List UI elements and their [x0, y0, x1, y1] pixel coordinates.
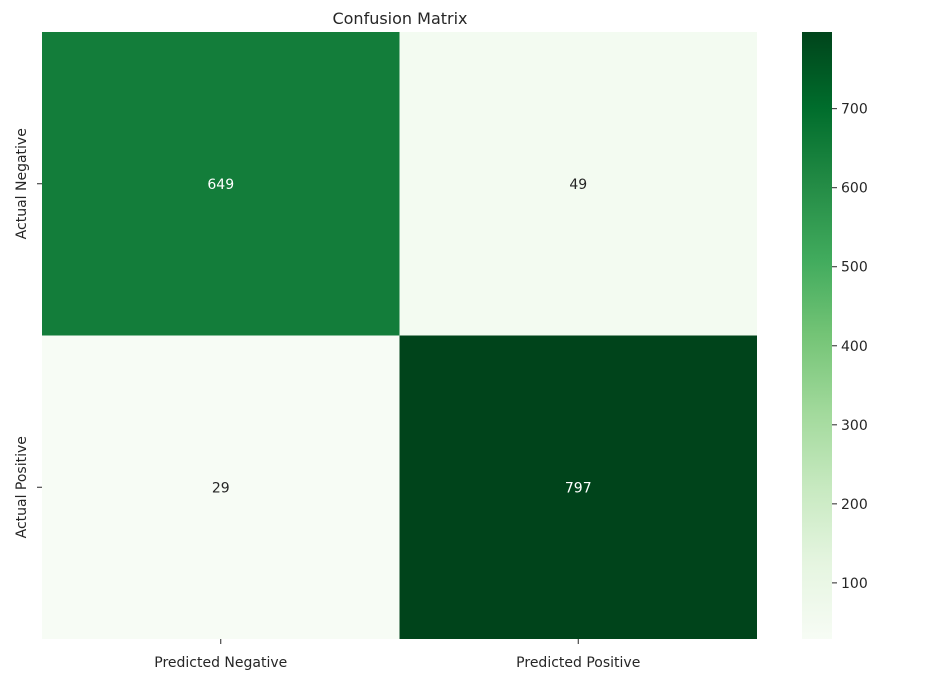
- colorbar-ticks: 100 200 300 400 500 600 700: [832, 102, 868, 592]
- colorbar-tick-label: 400: [841, 339, 868, 355]
- heatmap-cell: [42, 335, 400, 639]
- y-tick-label: Actual Negative: [14, 128, 30, 239]
- x-axis: Predicted Negative Predicted Positive: [154, 639, 640, 671]
- colorbar-tick-label: 500: [841, 260, 868, 276]
- cell-value-label: 797: [565, 480, 592, 496]
- colorbar-tick-label: 700: [841, 102, 868, 118]
- colorbar-tick-label: 200: [841, 497, 868, 513]
- y-axis: Actual Negative Actual Positive: [14, 128, 42, 538]
- chart-title: Confusion Matrix: [332, 9, 467, 28]
- heatmap-cells: [42, 32, 757, 639]
- colorbar-tick-label: 600: [841, 181, 868, 197]
- cell-value-label: 49: [569, 177, 587, 193]
- heatmap-cell: [399, 32, 757, 336]
- colorbar-tick-label: 100: [841, 576, 868, 592]
- heatmap-cell-labels: 649 49 29 797: [207, 177, 591, 497]
- colorbar-tick-label: 300: [841, 418, 868, 434]
- heatmap-cell: [42, 32, 400, 336]
- x-tick-label: Predicted Negative: [154, 655, 287, 671]
- cell-value-label: 29: [212, 480, 230, 496]
- colorbar: 100 200 300 400 500 600 700: [802, 32, 868, 639]
- x-tick-label: Predicted Positive: [516, 655, 640, 671]
- cell-value-label: 649: [207, 177, 234, 193]
- heatmap-cell: [399, 335, 757, 639]
- y-tick-label: Actual Positive: [14, 436, 30, 538]
- colorbar-gradient: [802, 32, 832, 639]
